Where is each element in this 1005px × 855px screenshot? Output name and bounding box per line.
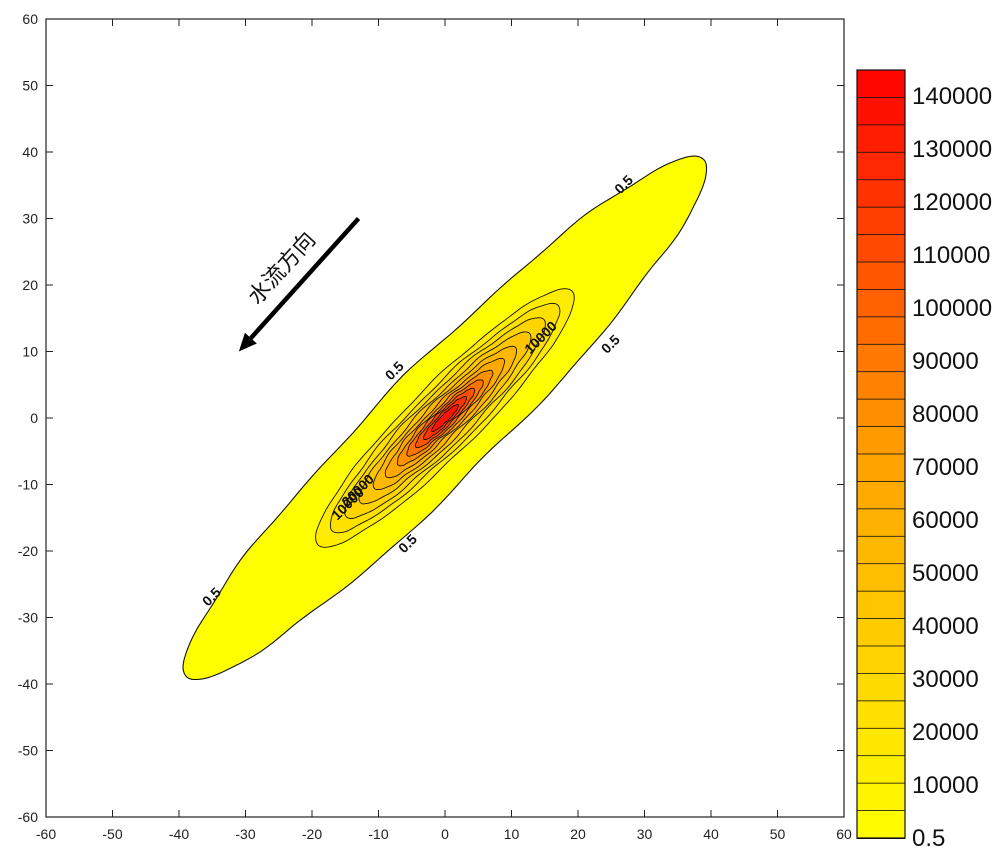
y-tick-label: -10 [18,477,38,493]
flow-direction-arrow [238,216,361,352]
colorbar-segment [856,343,906,373]
x-tick-label: 50 [770,826,786,842]
colorbar-segment [856,179,906,209]
y-axis [46,18,844,818]
colorbar-segment [856,727,906,757]
colorbar-label: 90000 [912,348,979,375]
x-tick-label: 0 [441,826,449,842]
colorbar-label: 140000 [912,83,992,110]
colorbar-segment [856,618,906,647]
flow-arrow-shaft [249,216,361,340]
x-tick-label: -10 [368,826,388,842]
y-tick-label: 40 [22,144,38,160]
x-tick-label: -30 [235,826,255,842]
colorbar-segment [856,398,906,428]
colorbar [856,69,906,839]
flow-arrow-head [238,332,257,352]
colorbar-segment [856,481,906,510]
y-tick-label: 10 [22,344,38,360]
y-tick-label: 50 [22,78,38,94]
y-axis-tick-labels: 60 50 40 30 20 10 0 -10 -20 -30 -40 -50 -60 [18,11,38,825]
y-tick-label: 0 [30,410,38,426]
colorbar-label: 120000 [912,189,992,216]
x-tick-label: -50 [102,826,122,842]
x-tick-label: 30 [637,826,653,842]
colorbar-segment [856,289,906,318]
x-tick-label: -40 [169,826,189,842]
x-axis [45,19,845,817]
colorbar-segment [856,124,906,154]
colorbar-labels: 140000 130000 120000 110000 100000 90000 80000… [912,83,992,852]
colorbar-segment [856,371,906,401]
y-tick-label: -60 [18,809,38,825]
y-tick-label: 60 [22,11,38,27]
y-tick-label: 30 [22,211,38,227]
colorbar-segment [856,782,906,812]
colorbar-label: 60000 [912,507,979,534]
colorbar-segment [856,234,906,263]
colorbar-segment [856,755,906,785]
colorbar-label: 30000 [912,666,979,693]
contour-band [431,404,459,432]
colorbar-label: 10000 [912,772,979,799]
colorbar-segment [856,700,906,730]
colorbar-segment [856,810,906,839]
colorbar-segment [856,206,906,236]
colorbar-segment [856,69,906,99]
x-tick-label: 20 [570,826,586,842]
colorbar-label: 40000 [912,613,979,640]
y-tick-label: -30 [18,610,38,626]
colorbar-label: 0.5 [912,825,945,852]
colorbar-segment [856,645,906,675]
colorbar-segment [856,316,906,346]
colorbar-label: 130000 [912,136,992,163]
colorbar-segment [856,97,906,126]
y-tick-label: -40 [18,676,38,692]
colorbar-segment [856,673,906,702]
colorbar-segment [856,453,906,483]
colorbar-segment [856,508,906,538]
colorbar-label: 80000 [912,401,979,428]
colorbar-label: 70000 [912,454,979,481]
colorbar-segment [856,563,906,593]
colorbar-label: 50000 [912,560,979,587]
x-tick-label: 10 [504,826,520,842]
colorbar-segment [856,590,906,620]
x-tick-label: -20 [302,826,322,842]
y-tick-label: -20 [18,543,38,559]
x-tick-label: 60 [836,826,852,842]
colorbar-label: 110000 [912,242,990,269]
colorbar-segment [856,535,906,565]
contour-layer [182,155,708,681]
colorbar-segment [856,151,906,181]
x-axis-tick-labels: -60 -50 -40 -30 -20 -10 0 10 20 30 40 50 60 [36,826,852,842]
y-tick-label: -50 [18,743,38,759]
colorbar-label: 100000 [912,295,992,322]
x-tick-label: 40 [703,826,719,842]
x-tick-label: -60 [36,826,56,842]
colorbar-label: 20000 [912,719,979,746]
colorbar-frame [856,69,906,839]
colorbar-segment [856,261,906,291]
colorbar-segment [856,426,906,456]
y-tick-label: 20 [22,277,38,293]
